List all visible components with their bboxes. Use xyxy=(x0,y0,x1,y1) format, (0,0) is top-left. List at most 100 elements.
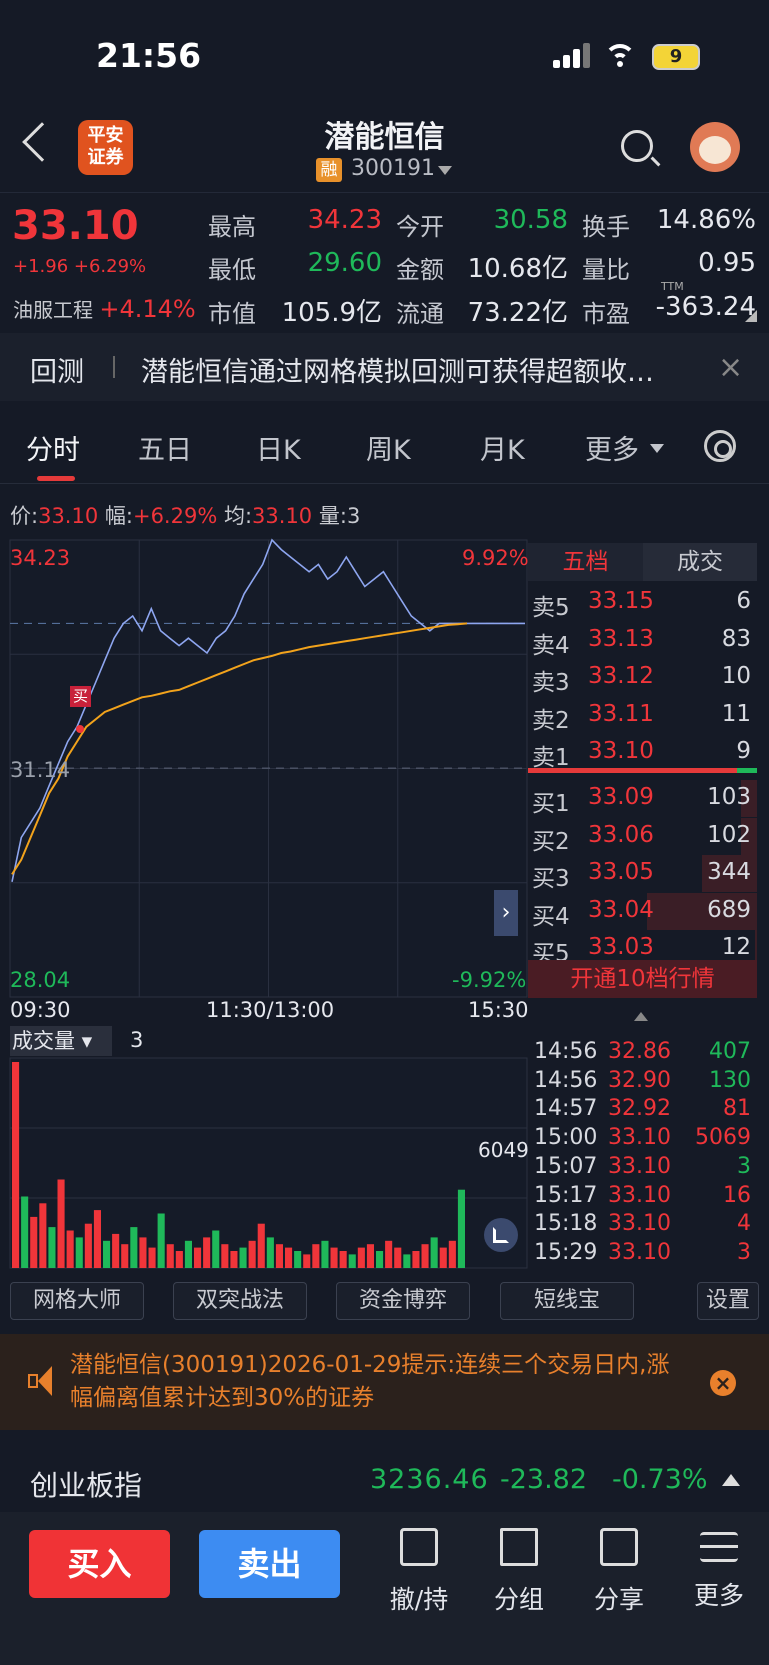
gear-icon[interactable] xyxy=(704,430,736,462)
volume-bar xyxy=(430,1237,438,1268)
level-price: 33.15 xyxy=(588,588,654,614)
volume-bar xyxy=(194,1247,202,1268)
grid-master-button[interactable]: 网格大师 xyxy=(10,1282,144,1320)
volume-bar xyxy=(403,1254,411,1268)
settings-button[interactable]: 设置 xyxy=(697,1282,759,1320)
level-volume: 103 xyxy=(707,784,751,810)
volume-bar xyxy=(30,1216,38,1268)
double-breakout-button[interactable]: 双突战法 xyxy=(173,1282,307,1320)
tick-price: 32.86 xyxy=(608,1039,671,1064)
backtest-notice[interactable] xyxy=(0,333,769,401)
tab-monthly-k[interactable]: 月K xyxy=(480,435,525,466)
tab-five-day[interactable]: 五日 xyxy=(138,435,192,466)
volume-bar xyxy=(212,1230,220,1268)
close-icon[interactable]: × xyxy=(710,1370,736,1396)
volume-bar xyxy=(321,1240,329,1268)
chevron-up-icon[interactable] xyxy=(722,1474,740,1486)
level-volume: 6 xyxy=(736,588,751,614)
tick-time: 15:07 xyxy=(534,1153,598,1179)
tab-more[interactable]: 更多 xyxy=(585,435,639,466)
stat-value: 0.95 xyxy=(698,248,756,278)
bid-depth-bar xyxy=(740,780,757,817)
sell-button[interactable]: 卖出 xyxy=(199,1530,340,1598)
volume-bar xyxy=(275,1244,283,1268)
group-button[interactable]: 分组 xyxy=(474,1528,564,1616)
stock-code[interactable]: 300191 xyxy=(351,156,435,181)
chevron-down-icon[interactable] xyxy=(650,444,664,453)
quote-panel xyxy=(0,192,769,326)
level-volume: 10 xyxy=(721,663,751,690)
fund-game-button[interactable]: 资金博弈 xyxy=(336,1282,470,1320)
volume-bar xyxy=(439,1247,447,1268)
volume-bar xyxy=(221,1244,229,1268)
level-volume: 12 xyxy=(721,934,751,961)
notice-text[interactable]: 潜能恒信通过网格模拟回测可获得超额收… xyxy=(141,357,654,388)
close-icon[interactable]: × xyxy=(718,350,744,385)
pct-low-label: -9.92% xyxy=(452,968,527,992)
open-10-levels-button[interactable]: 开通10档行情 xyxy=(528,960,757,998)
folder-icon xyxy=(500,1528,538,1566)
volume-bar xyxy=(148,1247,156,1268)
buy-marker[interactable]: 买 xyxy=(70,686,91,707)
stat-label: 市值 xyxy=(208,300,256,328)
tick-volume: 5069 xyxy=(695,1125,751,1151)
tab-intraday[interactable]: 分时 xyxy=(26,435,80,466)
ask-row[interactable]: 卖4 33.13 83 xyxy=(528,622,757,659)
tick-price: 33.10 xyxy=(608,1239,671,1265)
ask-row[interactable]: 卖1 33.10 9 xyxy=(528,734,757,771)
share-button[interactable]: 分享 xyxy=(574,1528,664,1616)
risk-alert-banner[interactable] xyxy=(0,1334,769,1430)
volume-bar xyxy=(303,1254,311,1268)
volume-bar xyxy=(12,1062,20,1268)
volume-bar xyxy=(157,1213,165,1268)
volume-bar xyxy=(39,1203,47,1268)
expand-panel-button[interactable]: › xyxy=(494,890,518,936)
stat-value: 29.60 xyxy=(307,248,382,278)
cancel-hold-button[interactable]: 撤/持 xyxy=(374,1528,464,1616)
tab-trades[interactable]: 成交 xyxy=(643,543,757,581)
buy-button[interactable]: 买入 xyxy=(29,1530,170,1598)
ask-row[interactable]: 卖5 33.15 6 xyxy=(528,584,757,621)
index-ticker[interactable] xyxy=(0,1448,769,1510)
more-button[interactable]: 更多 xyxy=(674,1528,764,1612)
sector-info[interactable]: 油服工程 +4.14% xyxy=(13,295,196,323)
tick-row: 14:57 32.92 81 xyxy=(528,1096,757,1124)
avg-price-line xyxy=(11,622,468,875)
intraday-chart[interactable] xyxy=(0,535,530,1270)
alert-text[interactable]: 潜能恒信(300191)2026-01-29提示:连续三个交易日内,涨幅偏离值累… xyxy=(70,1352,670,1411)
chart-tabs xyxy=(0,400,769,484)
avatar[interactable] xyxy=(690,122,740,172)
volume-bar xyxy=(21,1196,29,1268)
tick-price: 33.10 xyxy=(608,1182,671,1208)
x-label-close: 15:30 xyxy=(468,998,529,1022)
search-icon[interactable] xyxy=(621,130,653,162)
tick-row: 15:18 33.10 4 xyxy=(528,1211,757,1239)
tick-volume: 3 xyxy=(737,1153,751,1179)
buy-marker-dot xyxy=(76,725,84,733)
volume-bar xyxy=(84,1223,92,1268)
ask-row[interactable]: 卖3 33.12 10 xyxy=(528,659,757,696)
bid-row[interactable]: 买1 33.09 103 xyxy=(528,780,757,817)
fullscreen-icon[interactable] xyxy=(484,1218,518,1252)
bid-row[interactable]: 买3 33.05 344 xyxy=(528,855,757,893)
level-price: 33.04 xyxy=(588,896,654,923)
corner-expand-icon[interactable] xyxy=(745,310,757,322)
tab-weekly-k[interactable]: 周K xyxy=(366,435,411,466)
chevron-down-icon[interactable] xyxy=(438,166,452,175)
chevron-up-icon[interactable] xyxy=(634,1012,648,1021)
tick-price: 32.90 xyxy=(608,1067,671,1093)
broker-logo[interactable]: 平安 证券 xyxy=(78,120,133,175)
tab-daily-k[interactable]: 日K xyxy=(256,435,301,466)
bid-row[interactable]: 买5 33.03 12 xyxy=(528,930,757,968)
bid-row[interactable]: 买2 33.06 102 xyxy=(528,817,757,855)
level-volume: 689 xyxy=(707,896,751,923)
index-change: -23.82 xyxy=(500,1464,588,1495)
short-line-button[interactable]: 短线宝 xyxy=(500,1282,634,1320)
tab-five-levels[interactable]: 五档 xyxy=(528,543,643,581)
ask-row[interactable]: 卖2 33.11 11 xyxy=(528,697,757,734)
volume-indicator-select[interactable]: 成交量 ▾ xyxy=(10,1026,112,1056)
bid-row[interactable]: 买4 33.04 689 xyxy=(528,892,757,930)
x-label-midday: 11:30/13:00 xyxy=(206,998,335,1022)
volume-bar xyxy=(294,1251,302,1268)
tick-time: 15:17 xyxy=(534,1182,598,1208)
